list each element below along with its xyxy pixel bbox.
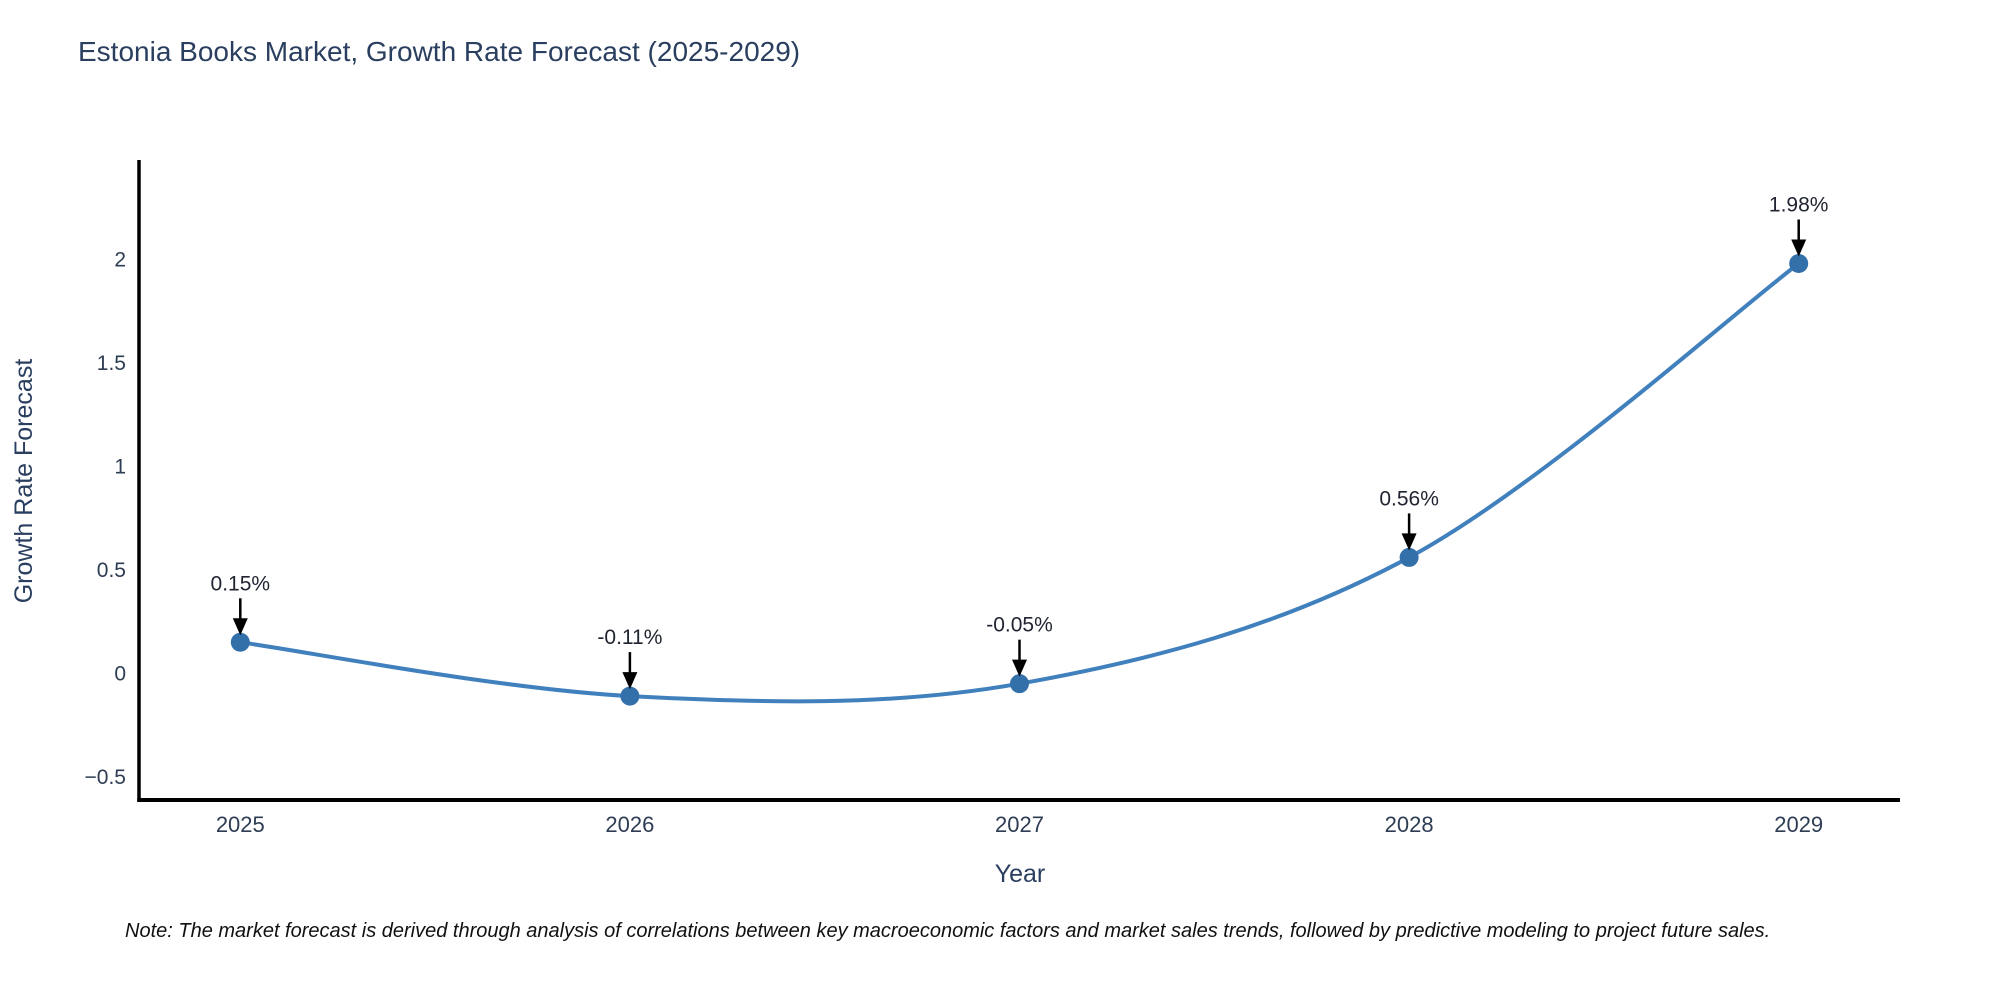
annotation-arrowhead-icon — [622, 672, 638, 690]
y-tick-label: −0.5 — [85, 766, 126, 789]
footnote-text: Note: The market forecast is derived thr… — [125, 920, 1771, 942]
annotation-label: -0.11% — [597, 626, 662, 649]
forecast-line — [238, 261, 1801, 704]
y-axis-title: Growth Rate Forecast — [10, 358, 38, 604]
x-tick-label: 2027 — [995, 812, 1044, 837]
x-tick-label: 2028 — [1385, 812, 1434, 837]
annotation-arrowhead-icon — [1791, 239, 1807, 257]
y-tick-label: 0 — [114, 662, 126, 685]
data-point-marker — [230, 632, 250, 652]
annotation-arrowhead-icon — [1401, 533, 1417, 551]
annotation-label: 0.56% — [1379, 487, 1439, 510]
annotation-arrowhead-icon — [1012, 659, 1027, 677]
y-tick-label: 1.5 — [97, 352, 126, 375]
data-point-marker — [1010, 674, 1029, 694]
annotation-label: 1.98% — [1769, 193, 1829, 216]
x-axis-title: Year — [994, 860, 1046, 888]
y-tick-label: 0.5 — [97, 559, 126, 582]
data-point-marker — [1399, 547, 1419, 567]
annotation-label: -0.05% — [986, 614, 1053, 637]
x-tick-label: 2029 — [1774, 812, 1823, 837]
data-point-marker — [1789, 253, 1809, 273]
x-tick-label: 2026 — [605, 812, 654, 837]
annotation-label: 0.15% — [211, 572, 271, 595]
y-tick-label: 2 — [114, 248, 126, 271]
data-point-marker — [620, 686, 640, 706]
y-tick-label: 1 — [114, 455, 126, 478]
chart-title: Estonia Books Market, Growth Rate Foreca… — [78, 36, 801, 67]
annotation-arrowhead-icon — [232, 618, 248, 636]
x-tick-label: 2025 — [216, 812, 265, 837]
